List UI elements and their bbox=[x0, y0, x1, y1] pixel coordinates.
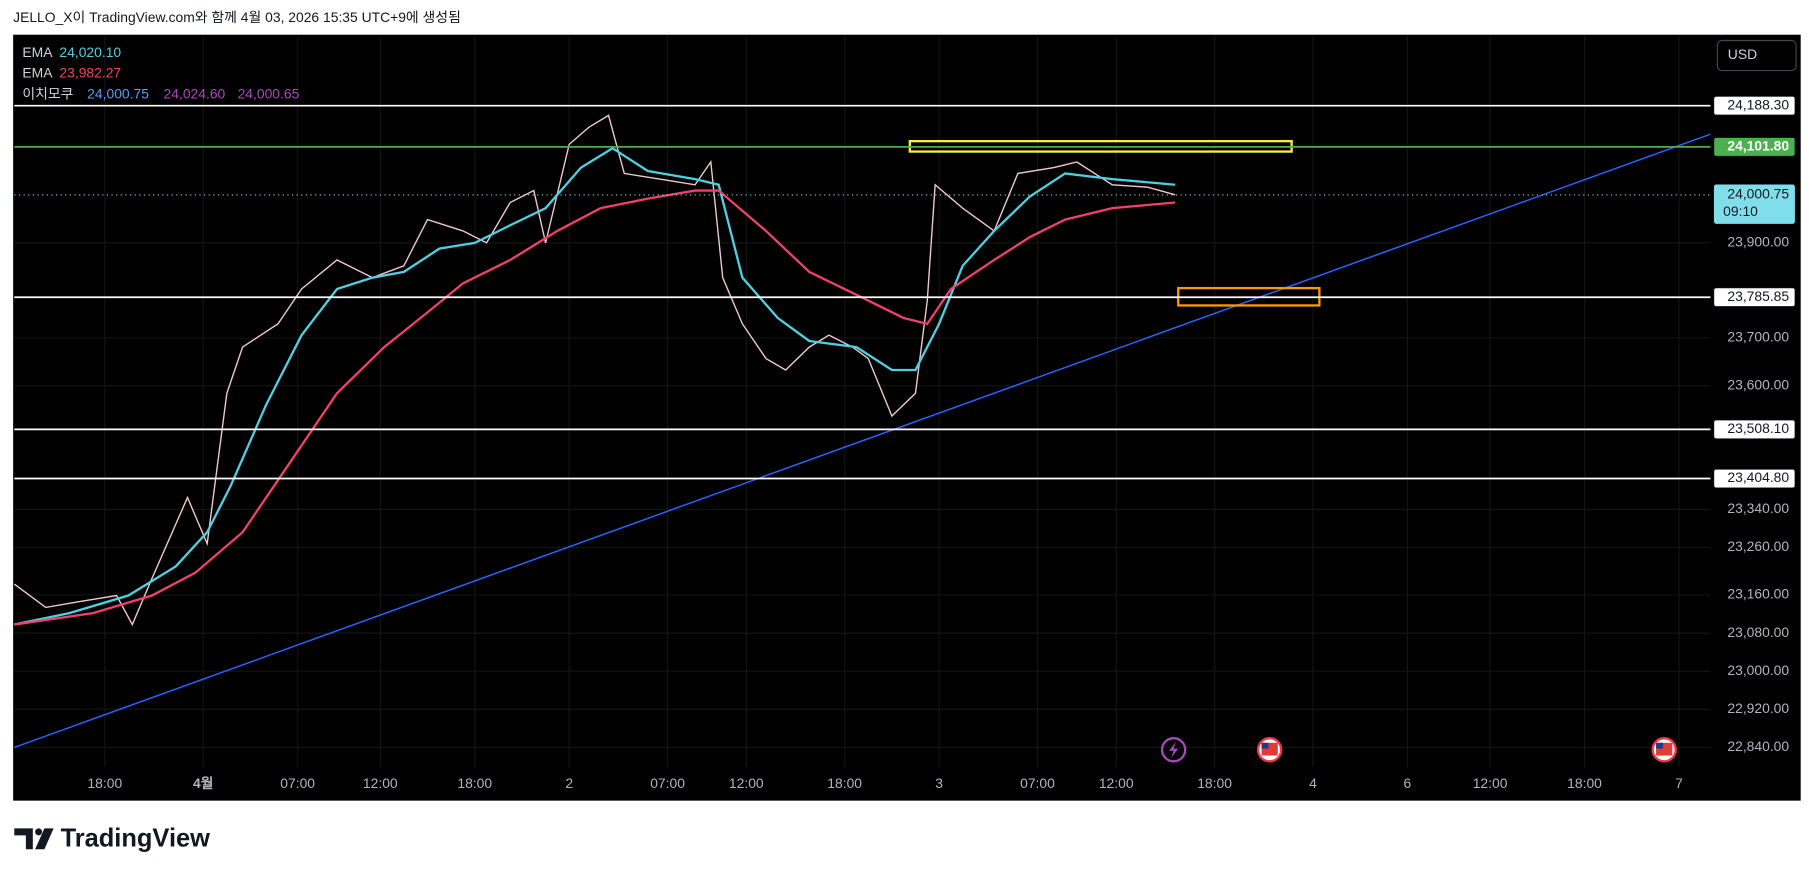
legend: EMA 24,020.10 EMA 23,982.27 이치모쿠 24,000.… bbox=[22, 44, 299, 102]
y-tick-label: 23,340.00 bbox=[1727, 500, 1789, 516]
legend-value: 24,000.65 bbox=[238, 86, 300, 102]
logo-shape bbox=[35, 828, 43, 836]
flag bbox=[1656, 742, 1664, 749]
level-label-box bbox=[1713, 96, 1796, 116]
x-tick-label: 18:00 bbox=[87, 775, 122, 791]
currency[interactable]: USD bbox=[1728, 46, 1757, 62]
last-price-box bbox=[1713, 184, 1795, 224]
y-tick-label: 23,160.00 bbox=[1727, 586, 1789, 602]
x-tick-label: 2 bbox=[565, 775, 573, 791]
grid bbox=[14, 35, 1711, 768]
level-label-box bbox=[1713, 419, 1796, 439]
y-tick-label: 23,700.00 bbox=[1727, 329, 1789, 345]
x-tick-label: 7 bbox=[1675, 775, 1683, 791]
plot bbox=[13, 104, 1711, 749]
x-tick-label: 18:00 bbox=[1567, 775, 1602, 791]
x-tick-label: 18:00 bbox=[457, 775, 492, 791]
chart-panel bbox=[13, 34, 1801, 801]
level-label: 23,785.85 bbox=[1727, 288, 1789, 304]
logo-shape bbox=[14, 828, 33, 850]
level-label-box bbox=[1713, 287, 1796, 307]
level-label: 23,404.80 bbox=[1727, 469, 1789, 485]
x-tick-label: 18:00 bbox=[1197, 775, 1232, 791]
flag bbox=[1261, 742, 1269, 749]
y-tick-label: 22,920.00 bbox=[1727, 700, 1789, 716]
x-tick-label: 18:00 bbox=[827, 775, 862, 791]
header: JELLO_X이 TradingView.com와 함께 4월 03, 2026… bbox=[13, 9, 461, 25]
legend-name: 이치모쿠 bbox=[22, 86, 73, 102]
x-tick-label: 4월 bbox=[193, 775, 213, 791]
event-icon[interactable] bbox=[1160, 737, 1187, 763]
logo-shape bbox=[35, 828, 54, 850]
brand-logo: TradingView bbox=[14, 825, 210, 853]
legend-value: 24,024.60 bbox=[164, 86, 226, 102]
x-tick-label: 07:00 bbox=[1020, 775, 1055, 791]
y-tick-label: 23,000.00 bbox=[1727, 662, 1789, 678]
legend-name: EMA bbox=[22, 44, 53, 60]
y-tick-label: 23,900.00 bbox=[1727, 234, 1789, 250]
currency-button[interactable] bbox=[1716, 39, 1797, 72]
level-label: 24,101.80 bbox=[1727, 138, 1789, 154]
trendline bbox=[14, 133, 1711, 749]
event-icons bbox=[1160, 737, 1677, 763]
brand: TradingView bbox=[61, 825, 211, 853]
x-tick-label: 12:00 bbox=[363, 775, 398, 791]
x-tick-label: 6 bbox=[1404, 775, 1412, 791]
level-label-box bbox=[1713, 469, 1796, 489]
legend-value: 24,020.10 bbox=[59, 44, 121, 60]
legend-name: EMA bbox=[22, 65, 53, 81]
last-price-label: 24,000.75 bbox=[1727, 186, 1789, 202]
x-tick-label: 07:00 bbox=[280, 775, 315, 791]
x-tick-label: 12:00 bbox=[1099, 775, 1134, 791]
level-label: 24,188.30 bbox=[1727, 96, 1789, 112]
y-tick-label: 23,080.00 bbox=[1727, 624, 1789, 640]
x-tick-label: 12:00 bbox=[729, 775, 764, 791]
y-tick-label: 22,840.00 bbox=[1727, 738, 1789, 754]
countdown: 09:10 bbox=[1723, 203, 1758, 219]
x-tick-label: 07:00 bbox=[650, 775, 685, 791]
x-tick-label: 4 bbox=[1309, 775, 1317, 791]
legend-value: 24,000.75 bbox=[87, 86, 149, 102]
series-line bbox=[13, 114, 1176, 627]
series-line bbox=[14, 189, 1176, 626]
x-tick-label: 12:00 bbox=[1473, 775, 1508, 791]
legend-value: 23,982.27 bbox=[59, 65, 121, 81]
level-label-box bbox=[1713, 137, 1796, 157]
y-tick-label: 23,260.00 bbox=[1727, 538, 1789, 554]
x-tick-label: 3 bbox=[935, 775, 943, 791]
event-icon-glyph bbox=[1168, 741, 1179, 758]
y-tick-label: 23,600.00 bbox=[1727, 376, 1789, 392]
level-label: 23,508.10 bbox=[1727, 420, 1789, 436]
